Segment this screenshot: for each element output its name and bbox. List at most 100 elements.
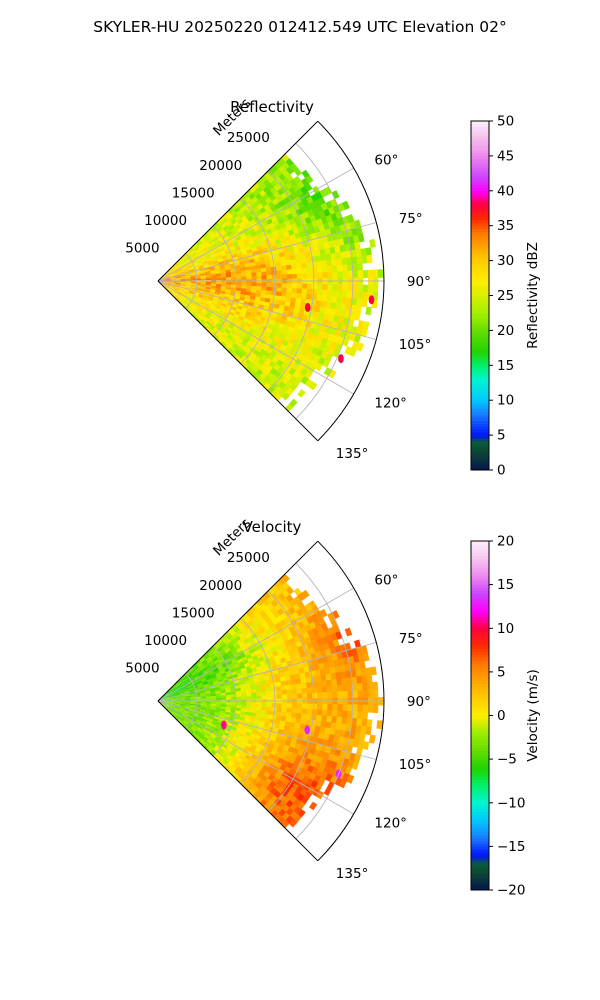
- colorbar-swatch: [471, 724, 489, 728]
- radar-gate: [230, 658, 238, 664]
- radar-gate: [170, 283, 176, 285]
- radar-gate: [176, 264, 181, 269]
- radar-gate: [331, 610, 340, 620]
- radar-gate: [345, 724, 352, 732]
- radar-gate: [205, 312, 212, 318]
- radar-gate: [175, 682, 180, 687]
- radar-gate: [357, 284, 364, 293]
- radar-gate: [287, 229, 295, 237]
- colorbar-swatch: [471, 374, 489, 378]
- radar-gate: [366, 254, 373, 264]
- radar-gate: [218, 755, 225, 762]
- radar-gate: [210, 269, 216, 273]
- radar-gate: [202, 249, 208, 254]
- radar-gate: [326, 259, 333, 267]
- colorbar-swatch: [471, 828, 489, 833]
- colorbar-tick-label: 15: [497, 358, 514, 374]
- radar-gate: [316, 289, 323, 296]
- radar-gate: [249, 715, 256, 721]
- radar-gate: [232, 212, 239, 220]
- radar-gate: [169, 286, 175, 290]
- radar-gate: [235, 270, 242, 275]
- colorbar-swatch: [471, 619, 489, 623]
- radar-gate: [294, 673, 301, 680]
- colorbar-swatch: [471, 616, 489, 620]
- radar-gate: [173, 708, 179, 712]
- radar-gate: [261, 695, 267, 700]
- radar-gate: [178, 298, 184, 303]
- radar-gate: [355, 747, 363, 756]
- colorbar-swatch: [471, 304, 489, 308]
- radar-gate: [317, 703, 323, 710]
- radar-gate: [174, 295, 180, 301]
- radar-gate: [302, 693, 308, 699]
- radar-gate: [316, 638, 324, 647]
- radar-gate: [347, 704, 353, 712]
- radar-gate: [205, 288, 211, 292]
- radar-gate: [169, 694, 175, 697]
- radar-gate: [352, 683, 358, 692]
- radar-gate: [247, 319, 254, 326]
- radar-gate: [271, 707, 277, 712]
- radar-gate: [198, 305, 204, 311]
- azimuth-tick-label: 90°: [407, 274, 431, 290]
- radar-gate: [199, 289, 206, 292]
- radar-gate: [215, 710, 221, 714]
- radar-gate: [341, 257, 348, 266]
- radar-gate: [336, 258, 343, 266]
- radar-gate: [271, 703, 278, 708]
- radar-gate: [221, 282, 227, 285]
- radar-gate: [230, 757, 237, 764]
- radar-gate: [173, 271, 179, 275]
- radar-gate: [205, 690, 211, 694]
- radar-gate: [232, 641, 240, 648]
- radar-gate: [350, 326, 358, 335]
- radar-gate: [336, 742, 344, 751]
- radar-gate: [284, 320, 292, 327]
- colorbar-swatch: [471, 443, 489, 448]
- colorbar-swatch: [471, 796, 489, 801]
- radar-gate: [245, 322, 253, 329]
- radar-gate: [209, 685, 215, 690]
- radar-gate: [231, 702, 237, 706]
- radar-gate: [221, 702, 227, 705]
- radar-gate: [311, 681, 317, 688]
- radar-gate: [199, 712, 205, 716]
- radar-gate: [182, 686, 188, 690]
- radar-gate: [234, 682, 241, 687]
- radar-gate: [240, 711, 246, 716]
- radar-gate: [207, 650, 214, 657]
- colorbar-swatch: [471, 423, 489, 427]
- radar-gate: [224, 219, 231, 226]
- radar-gate: [318, 330, 326, 339]
- radar-gate: [240, 291, 246, 296]
- radar-gate: [241, 285, 247, 289]
- radar-gate: [240, 708, 247, 712]
- radar-gate: [323, 313, 330, 321]
- radar-gate: [362, 704, 369, 713]
- radar-gate: [263, 721, 270, 727]
- radar-gate: [208, 682, 214, 686]
- radar-gate: [190, 706, 196, 709]
- radar-gate: [320, 721, 327, 728]
- radar-gate: [167, 269, 172, 274]
- radar-gate: [235, 235, 242, 242]
- radar-gate: [165, 278, 171, 280]
- radar-gate: [220, 753, 227, 760]
- radar-gate: [251, 285, 257, 290]
- radar-gate: [182, 266, 188, 270]
- radar-gate: [259, 260, 266, 266]
- radar-gate: [231, 771, 238, 779]
- radar-gate: [164, 703, 170, 706]
- radar-gate: [313, 354, 321, 364]
- radar-gate: [211, 721, 218, 726]
- radar-gate: [326, 781, 335, 790]
- radar-gate: [331, 685, 338, 693]
- radar-gate: [195, 317, 201, 323]
- radar-gate: [230, 329, 237, 335]
- radar-gate: [205, 303, 211, 308]
- radar-gate: [183, 689, 190, 693]
- radar-gate: [318, 644, 326, 652]
- radar-gate: [327, 612, 335, 622]
- radar-gate: [281, 283, 288, 289]
